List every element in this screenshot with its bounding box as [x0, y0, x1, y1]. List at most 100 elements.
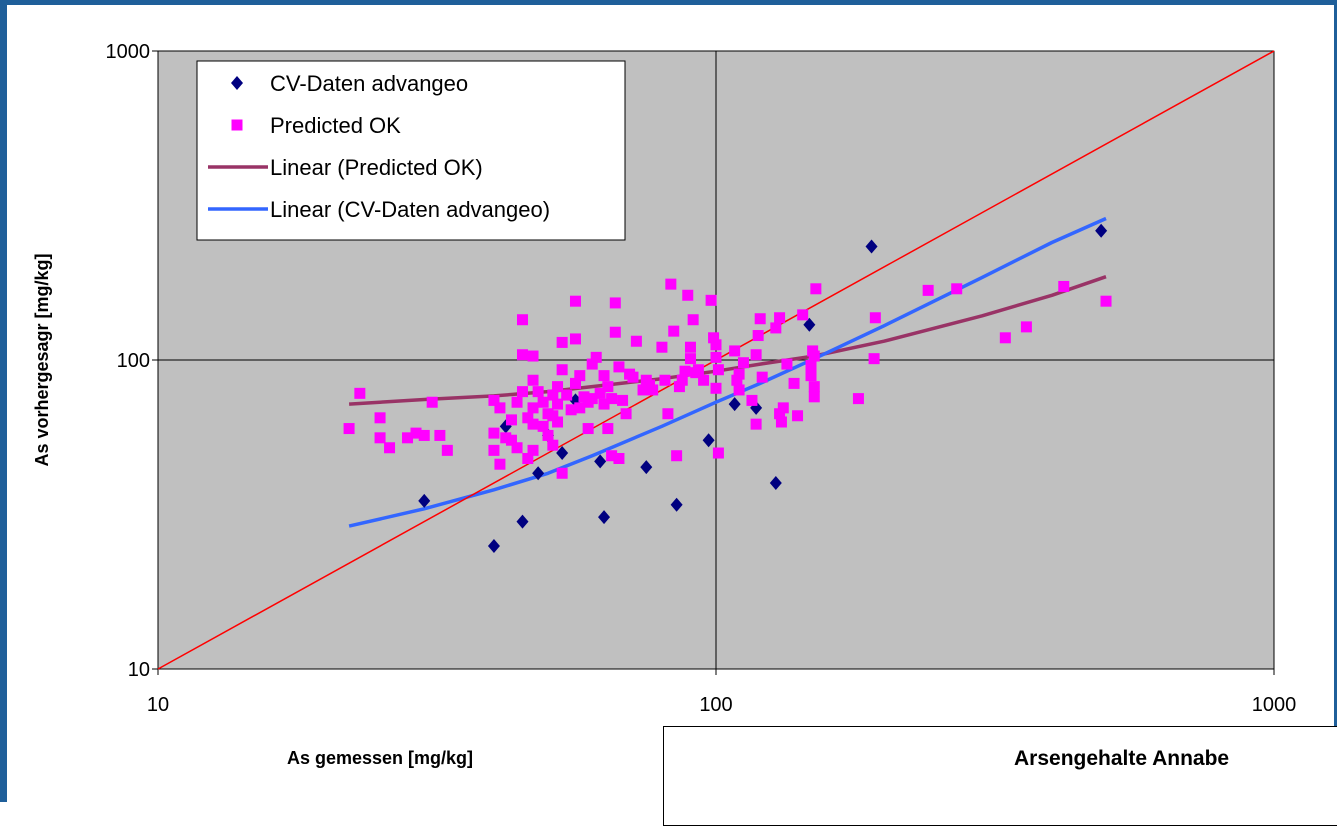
data-point-predicted [1020, 321, 1032, 333]
data-point-predicted [808, 381, 820, 393]
data-point-predicted [505, 434, 517, 446]
data-point-predicted [547, 389, 559, 401]
data-point-predicted [374, 432, 386, 444]
data-point-predicted [598, 370, 610, 382]
data-point-predicted [613, 361, 625, 373]
data-point-predicted [781, 358, 793, 370]
data-point-predicted [374, 412, 386, 424]
data-point-predicted [410, 427, 422, 439]
data-point-predicted [606, 450, 618, 462]
data-point-predicted [537, 396, 549, 408]
data-point-predicted [511, 442, 523, 454]
data-point-predicted [426, 396, 438, 408]
data-point-predicted [494, 402, 506, 414]
x-tick-label: 100 [699, 694, 732, 716]
data-point-predicted [746, 394, 758, 406]
data-point-predicted [527, 402, 539, 414]
data-point-predicted [582, 423, 594, 435]
data-point-predicted [574, 370, 586, 382]
data-point-predicted [662, 408, 674, 420]
data-point-predicted [552, 381, 564, 393]
y-tick-label: 10 [128, 659, 150, 681]
data-point-predicted [752, 330, 764, 342]
data-point-predicted [620, 408, 632, 420]
data-point-predicted [999, 332, 1011, 344]
data-point-predicted [542, 429, 554, 441]
data-point-predicted [511, 396, 523, 408]
data-point-predicted [737, 357, 749, 369]
data-point-predicted [586, 393, 598, 405]
data-point-predicted [522, 412, 534, 424]
data-point-predicted [682, 289, 694, 301]
data-point-predicted [527, 350, 539, 362]
data-point-predicted [488, 444, 500, 456]
tick-labels: 10 100 1000 10 100 1000 [106, 41, 1297, 716]
data-point-predicted [527, 374, 539, 386]
legend-label: CV-Daten advangeo [270, 71, 468, 96]
x-tick-label: 1000 [1252, 694, 1297, 716]
scatter-chart: 10 100 1000 10 100 1000 As gemessen [mg/kg] A… [32, 41, 1297, 768]
trendline [348, 216, 1107, 528]
data-point-predicted [922, 284, 934, 296]
data-point-predicted [808, 391, 820, 403]
data-point-predicted [569, 295, 581, 307]
data-point-predicted [574, 402, 586, 414]
data-point-predicted [613, 452, 625, 464]
data-point-predicted [527, 444, 539, 456]
data-point-cv [1095, 223, 1108, 238]
data-point-predicted [647, 384, 659, 396]
data-point-cv [865, 239, 878, 254]
y-tick-label: 1000 [106, 41, 151, 63]
legend-label: Linear (Predicted OK) [270, 155, 483, 180]
data-point-predicted [777, 402, 789, 414]
data-point-predicted [810, 283, 822, 295]
data-point-cv [418, 493, 431, 508]
data-point-predicted [547, 410, 559, 422]
data-point-predicted [418, 429, 430, 441]
data-point-predicted [1100, 295, 1112, 307]
data-point-predicted [617, 394, 629, 406]
data-point-predicted [516, 349, 528, 361]
data-point-predicted [598, 398, 610, 410]
data-point-predicted [441, 444, 453, 456]
data-point-predicted [354, 387, 366, 399]
data-point-predicted [868, 353, 880, 365]
second-chart-title: Arsengehalte Annabe [1014, 747, 1230, 770]
data-point-predicted [788, 377, 800, 389]
data-point-predicted [537, 420, 549, 432]
series-points [343, 223, 1112, 554]
data-point-predicted [774, 408, 786, 420]
data-point-predicted [488, 394, 500, 406]
data-point-cv [516, 514, 529, 529]
data-point-predicted [343, 423, 355, 435]
second-chart-panel: Arsengehalte Annabe [663, 726, 1337, 826]
data-point-cv [640, 460, 653, 475]
data-point-predicted [774, 312, 786, 324]
data-point-predicted [637, 384, 649, 396]
data-point-predicted [710, 351, 722, 363]
x-axis-title: As gemessen [mg/kg] [287, 748, 473, 768]
data-point-predicted [609, 297, 621, 309]
data-point-predicted [500, 432, 512, 444]
data-point-predicted [552, 416, 564, 428]
data-point-predicted [770, 322, 782, 334]
data-point-predicted [756, 371, 768, 383]
data-point-predicted [710, 339, 722, 351]
data-point-predicted [494, 458, 506, 470]
data-point-predicted [679, 365, 691, 377]
data-point-predicted [775, 416, 787, 428]
legend-marker [231, 119, 243, 131]
data-point-predicted [792, 410, 804, 422]
data-point-predicted [552, 398, 564, 410]
data-point-predicted [527, 418, 539, 430]
data-point-predicted [602, 381, 614, 393]
x-tick-label: 10 [147, 694, 169, 716]
data-point-predicted [687, 314, 699, 326]
data-point-predicted [488, 427, 500, 439]
data-point-cv [556, 446, 569, 461]
data-point-predicted [561, 389, 573, 401]
legend-marker [231, 76, 243, 90]
data-point-predicted [754, 313, 766, 325]
window-frame [0, 0, 1337, 802]
data-point-predicted [671, 450, 683, 462]
